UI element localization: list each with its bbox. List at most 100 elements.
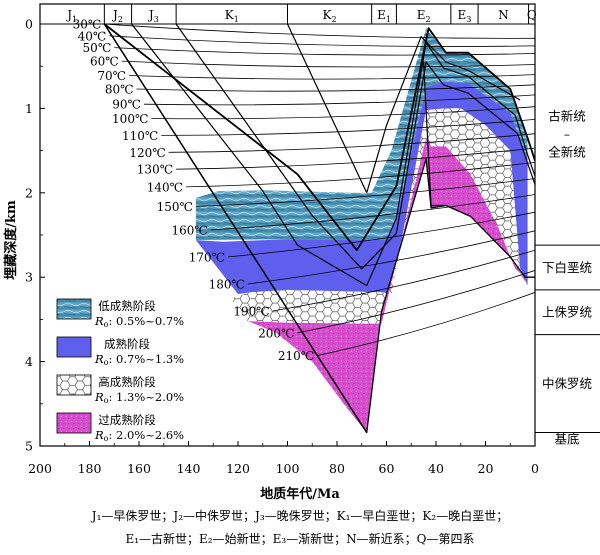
burial-curve [175,24,535,270]
period-label: E2 [417,8,431,24]
isotherm-line [121,60,535,68]
x-tick-label: 40 [428,461,444,476]
isotherm-label: 90℃ [112,98,141,112]
isotherm-label: 140℃ [147,180,183,194]
basement-line [103,24,368,433]
caption-line-2: E₁—古新世；E₂—始新世；E₃—渐新世；N—新近系；Q—第四系 [125,532,475,546]
x-tick-label: 140 [177,461,201,476]
zone-mature [195,81,528,295]
y-tick-label: 1 [25,101,33,116]
legend-title: 过成熟阶段 [98,413,156,427]
isotherm-label: 170℃ [189,250,225,264]
x-tick-label: 100 [276,461,300,476]
strata-label: 上侏罗统 [542,305,592,320]
legend-range: Ro: 0.5%~0.7% [94,314,184,329]
period-label: J3 [147,8,159,24]
isotherm-line [143,94,535,106]
zone-low-maturity [195,28,528,241]
isotherm-line [317,292,535,357]
strata-label: 古新统 [548,109,586,124]
period-label: K1 [225,8,239,24]
isotherm-line [168,133,535,153]
strata-label: 中侏罗统 [542,376,592,391]
maturity-zones [195,28,528,433]
strata-label: 下白垩统 [542,260,592,275]
isotherm-label: 110℃ [122,129,158,143]
period-label: J2 [111,8,123,24]
isotherm-line [104,24,535,39]
strata-separator: – [564,127,570,142]
isotherm-label: 40℃ [78,29,107,43]
x-tick-label: 60 [379,461,395,476]
strata-label: 基底 [554,432,579,447]
x-tick-label: 0 [531,461,539,476]
isotherm-line [210,194,535,231]
isotherm-label: 100℃ [112,112,148,126]
isotherm-line [151,106,535,120]
isotherm-line [176,147,535,170]
period-label: N [498,8,509,22]
burial-curve [103,24,535,434]
burial-lines [103,24,535,434]
isotherm-label: 190℃ [233,304,269,318]
isotherm-line [114,47,535,56]
y-axis-label: 埋藏深度/km [3,200,19,280]
isotherm-label: 50℃ [83,41,112,55]
legend-title: 成熟阶段 [104,337,150,351]
x-tick-label: 160 [127,461,151,476]
period-label: E1 [377,8,391,24]
x-tick-label: 20 [478,461,494,476]
burial-curve [286,24,521,194]
isotherm-label: 200℃ [258,326,294,340]
legend-swatch [56,298,92,320]
period-header: J1 J2 J3 K1 K2 E1 E2 E3 N Q [65,4,537,24]
isotherm-line [297,270,535,334]
legend-title: 高成熟阶段 [98,375,156,389]
x-tick-label: 180 [78,461,102,476]
isotherm-line [109,35,535,47]
isotherm-label: 30℃ [73,18,102,32]
isotherm-line [161,119,535,136]
isotherm-label: 210℃ [278,349,314,363]
legend-swatch [56,374,92,396]
isotherm-label: 120℃ [129,146,165,160]
legend-range: Ro: 1.3%~2.0% [94,390,184,405]
isotherm-line [228,211,535,258]
isotherm-line [195,178,535,207]
x-axis-label: 地质年代/Ma [260,486,340,502]
legend-swatch [56,336,92,358]
legend-range: Ro: 0.7%~1.3% [94,352,184,367]
isotherm-label: 150℃ [157,200,193,214]
zone-over-maturity [247,137,526,433]
y-tick-label: 5 [25,439,33,454]
y-tick-label: 4 [25,354,33,369]
caption-line-1: J₁—早侏罗世；J₂—中侏罗世；J₃—晚侏罗世；K₁—早白垩世；K₂—晚白垩世； [91,509,509,523]
legend-range: Ro: 2.0%~2.6% [94,428,184,443]
period-label: K2 [323,8,337,24]
isotherm-label: 180℃ [209,277,245,291]
y-axis: 0 1 2 3 4 5 [25,17,45,454]
period-label: Q [527,8,537,22]
isotherm-label: 70℃ [97,69,126,83]
isotherm-line [272,249,535,312]
strata-label: 全新统 [548,145,586,160]
isotherm-label: 160℃ [171,223,207,237]
x-axis: 200 180 160 140 120 100 80 60 40 20 0 [28,441,539,476]
legend-swatch [56,412,92,434]
period-label: J1 [65,8,77,24]
x-tick-label: 120 [226,461,250,476]
period-label: E3 [458,8,472,24]
isotherm-label: 60℃ [90,55,119,69]
y-tick-label: 3 [25,270,33,285]
x-tick-label: 80 [329,461,345,476]
isotherm-label: 80℃ [105,82,134,96]
legend-title: 低成熟阶段 [98,299,156,313]
burial-curve [423,61,446,207]
y-tick-label: 2 [25,185,33,200]
burial-curve [103,24,535,252]
isotherm-label: 130℃ [137,163,173,177]
